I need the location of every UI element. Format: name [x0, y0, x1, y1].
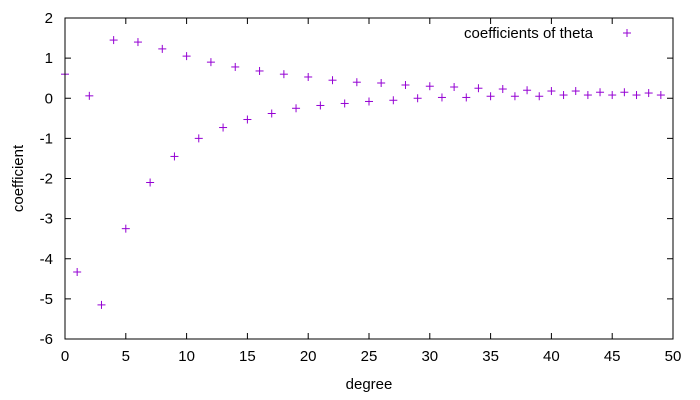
data-point — [231, 62, 240, 71]
y-axis-title: coefficient — [10, 144, 27, 212]
x-tick-label: 0 — [61, 348, 69, 365]
data-point — [620, 88, 629, 97]
data-point — [121, 224, 130, 233]
data-point — [243, 115, 252, 124]
x-tick-label: 10 — [178, 348, 195, 365]
data-point — [547, 87, 556, 96]
x-tick-label: 20 — [300, 348, 317, 365]
axis-tick-labels: 0 5 10 15 20 25 30 35 40 45 50 -6 -5 -4 -3 -2 -1 0 1 2 — [40, 10, 682, 365]
legend-label: coefficients of theta — [464, 25, 594, 42]
data-point — [365, 97, 373, 106]
data-point — [644, 89, 653, 98]
y-tick-label: 0 — [45, 90, 53, 107]
data-point — [170, 152, 179, 161]
legend-marker-symbol — [623, 29, 631, 37]
data-point — [583, 91, 592, 100]
data-point — [279, 70, 288, 79]
x-tick-label: 40 — [543, 348, 560, 365]
data-point — [73, 267, 82, 276]
x-tick-label: 50 — [665, 348, 682, 365]
x-tick-label: 30 — [421, 348, 438, 365]
data-point — [352, 78, 361, 87]
y-tick-label: -2 — [40, 171, 53, 188]
data-point — [292, 104, 301, 113]
data-point — [328, 76, 337, 85]
data-point — [486, 92, 495, 101]
x-axis-title: degree — [346, 376, 393, 393]
y-tick-label: -1 — [40, 130, 53, 147]
data-point — [206, 58, 215, 67]
data-point — [133, 38, 142, 47]
data-point — [377, 79, 386, 88]
data-point — [656, 91, 665, 100]
axis-ticks — [64, 17, 674, 340]
data-points — [61, 36, 665, 309]
y-tick-label: -5 — [40, 291, 53, 308]
data-point — [304, 72, 313, 81]
data-point — [425, 82, 434, 91]
data-point — [401, 81, 410, 90]
legend-marker — [623, 29, 631, 37]
data-point — [146, 178, 155, 187]
data-point — [194, 134, 203, 143]
data-point — [158, 44, 167, 53]
plot-frame — [64, 17, 674, 340]
y-tick-label: -6 — [40, 331, 53, 348]
x-tick-label: 35 — [482, 348, 499, 365]
data-point — [510, 92, 519, 101]
y-tick-label: 1 — [45, 50, 53, 67]
y-tick-label: -4 — [40, 251, 53, 268]
data-point — [267, 109, 276, 118]
data-point — [462, 93, 471, 102]
data-point — [182, 52, 191, 61]
x-tick-label: 15 — [239, 348, 256, 365]
data-point — [608, 91, 617, 100]
data-point — [109, 36, 118, 45]
data-point — [596, 88, 605, 97]
data-point — [389, 96, 398, 105]
data-point — [474, 84, 483, 93]
y-tick-label: -3 — [40, 211, 53, 228]
data-point — [571, 87, 580, 96]
data-point — [632, 91, 641, 100]
data-point — [316, 101, 325, 110]
data-point — [450, 83, 459, 92]
data-point — [97, 300, 106, 309]
data-point — [535, 92, 544, 101]
x-tick-label: 25 — [361, 348, 378, 365]
data-point — [498, 85, 507, 94]
x-tick-label: 45 — [604, 348, 621, 365]
data-point — [413, 94, 422, 103]
x-tick-label: 5 — [122, 348, 130, 365]
data-point — [523, 86, 532, 95]
data-point — [437, 93, 446, 102]
legend: coefficients of theta — [464, 25, 631, 42]
data-point — [340, 99, 349, 108]
data-point — [559, 91, 568, 100]
data-point — [219, 123, 228, 132]
data-point — [255, 66, 264, 75]
y-tick-label: 2 — [45, 10, 53, 27]
data-point — [85, 91, 94, 100]
